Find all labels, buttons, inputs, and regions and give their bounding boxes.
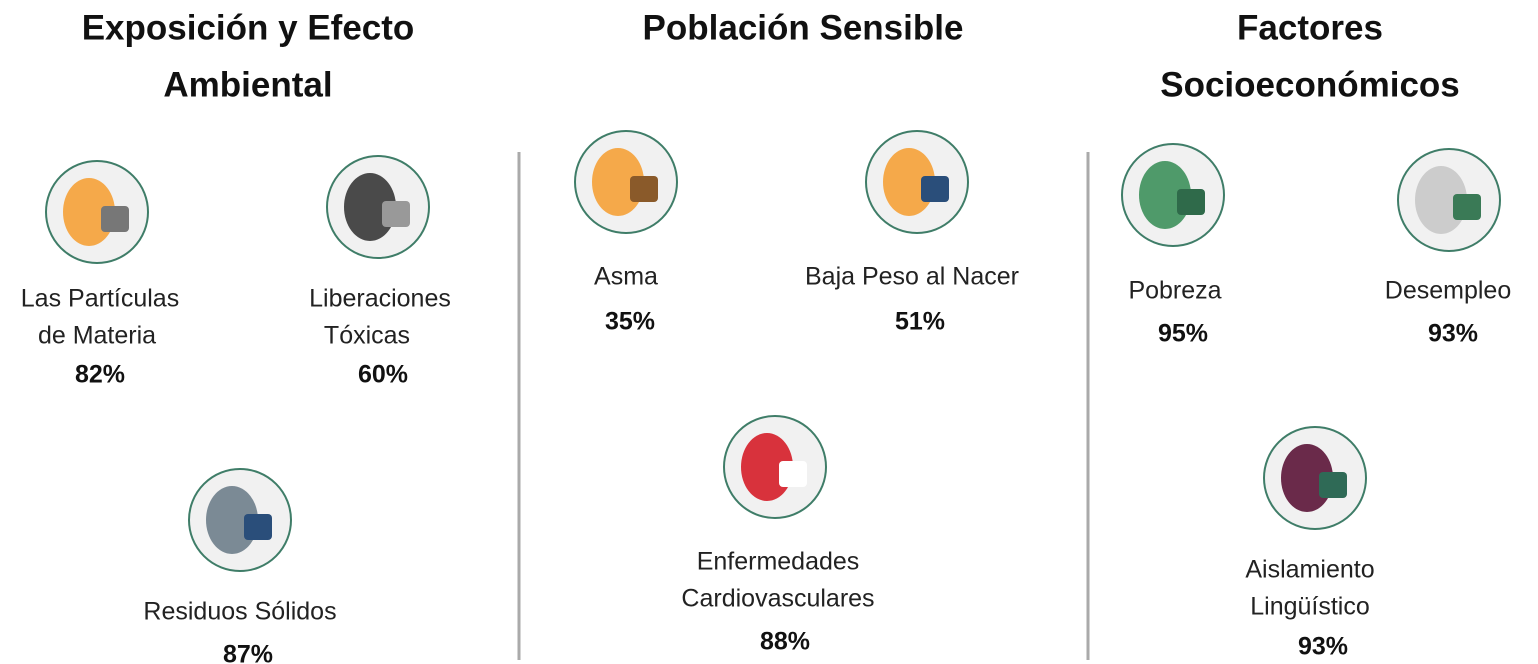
column-title: Población Sensible	[643, 8, 964, 47]
column-title: Socioeconómicos	[1160, 65, 1460, 104]
infographic: Exposición y Efecto Ambiental Las Partícul…	[0, 0, 1538, 664]
item-label: Pobreza	[1128, 277, 1221, 305]
icon-shape	[244, 514, 272, 540]
icon-shape	[921, 176, 949, 202]
icon	[724, 416, 826, 518]
item-label: de Materia	[38, 322, 156, 350]
item-value: 51%	[895, 308, 945, 336]
item-label: Aislamiento	[1245, 556, 1374, 584]
icon	[189, 469, 291, 571]
icon	[866, 131, 968, 233]
icon-shape	[1319, 472, 1347, 498]
item-label: Liberaciones	[309, 285, 451, 313]
item-value: 35%	[605, 308, 655, 336]
icon	[1398, 149, 1500, 251]
item-label: Lingüístico	[1250, 593, 1370, 621]
icon-shape	[1453, 194, 1481, 220]
item-value: 93%	[1298, 633, 1348, 661]
icon	[1264, 427, 1366, 529]
item-label: Enfermedades	[697, 548, 860, 576]
icon-shape	[101, 206, 129, 232]
icon-shape	[779, 461, 807, 487]
item-value: 82%	[75, 361, 125, 389]
icon-shape	[630, 176, 658, 202]
item-label: Tóxicas	[324, 322, 410, 350]
item-label: Las Partículas	[21, 285, 179, 313]
icon	[327, 156, 429, 258]
item-value: 88%	[760, 628, 810, 656]
column-title: Factores	[1237, 8, 1383, 47]
item-label: Desempleo	[1385, 277, 1511, 305]
icon	[1122, 144, 1224, 246]
item-value: 93%	[1428, 320, 1478, 348]
item-label: Residuos Sólidos	[143, 598, 336, 626]
icon-shape	[1177, 189, 1205, 215]
item-value: 87%	[223, 641, 273, 664]
item-label: Baja Peso al Nacer	[805, 263, 1019, 291]
icon	[46, 161, 148, 263]
icon-shape	[382, 201, 410, 227]
column-title: Ambiental	[163, 65, 332, 104]
icon	[575, 131, 677, 233]
item-label: Asma	[594, 263, 658, 291]
item-value: 60%	[358, 361, 408, 389]
item-value: 95%	[1158, 320, 1208, 348]
column-title: Exposición y Efecto	[82, 8, 415, 47]
item-label: Cardiovasculares	[681, 585, 874, 613]
